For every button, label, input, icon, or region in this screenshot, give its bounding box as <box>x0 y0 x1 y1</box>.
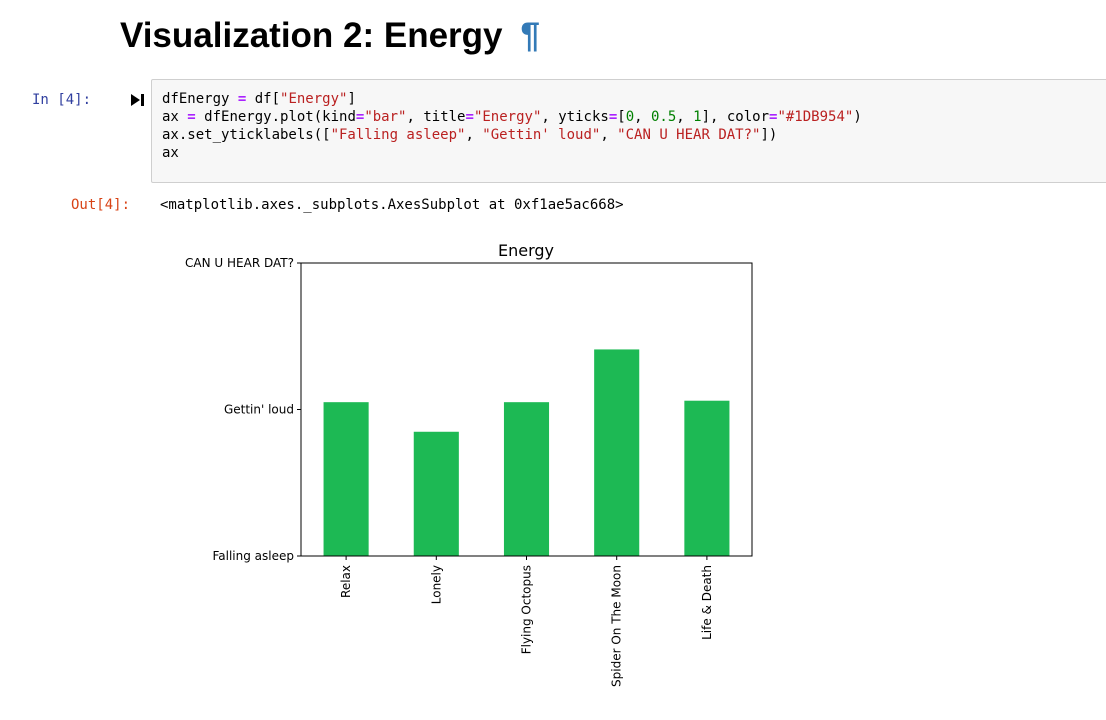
section-heading: Visualization 2: Energy ¶ <box>120 14 540 58</box>
anchor-link-icon[interactable]: ¶ <box>520 16 540 55</box>
chart-title: Energy <box>498 241 554 260</box>
x-tick-label: Life & Death <box>700 565 714 640</box>
code-line-2: ax = dfEnergy.plot(kind="bar", title="En… <box>162 109 862 125</box>
heading-text: Visualization 2: Energy <box>120 16 503 55</box>
x-axis-ticks: Relax Lonely Flying Octopus Spider On The M… <box>339 556 714 687</box>
y-tick-label: Gettin' loud <box>224 403 294 417</box>
code-line-4: ax <box>162 145 179 161</box>
bars-layer <box>323 349 730 556</box>
code-text[interactable]: dfEnergy = df["Energy"] ax = dfEnergy.pl… <box>162 90 862 162</box>
plot-frame <box>300 262 753 557</box>
run-cell-icon[interactable] <box>130 93 146 107</box>
code-cell-editor[interactable]: dfEnergy = df["Energy"] ax = dfEnergy.pl… <box>151 79 1106 183</box>
x-tick-label: Spider On The Moon <box>610 565 624 687</box>
x-tick-label: Relax <box>339 565 353 598</box>
output-prompt: Out[4]: <box>71 197 131 213</box>
output-text: <matplotlib.axes._subplots.AxesSubplot a… <box>160 197 624 213</box>
y-tick-label: Falling asleep <box>212 549 294 563</box>
bar <box>503 402 550 556</box>
bar <box>413 431 459 556</box>
energy-bar-chart: Energy Falling asleep Gettin' loud CAN U H… <box>185 241 753 687</box>
x-tick-label: Flying Octopus <box>520 565 534 654</box>
y-tick-label: CAN U HEAR DAT? <box>185 256 294 270</box>
bar <box>594 349 640 556</box>
bar <box>684 400 730 556</box>
code-line-1: dfEnergy = df["Energy"] <box>162 91 356 107</box>
y-axis-ticks: Falling asleep Gettin' loud CAN U HEAR DAT… <box>185 256 301 563</box>
input-prompt: In [4]: <box>32 92 92 108</box>
bar <box>323 402 369 556</box>
code-line-3: ax.set_yticklabels(["Falling asleep", "G… <box>162 127 778 143</box>
x-tick-label: Lonely <box>429 565 443 604</box>
